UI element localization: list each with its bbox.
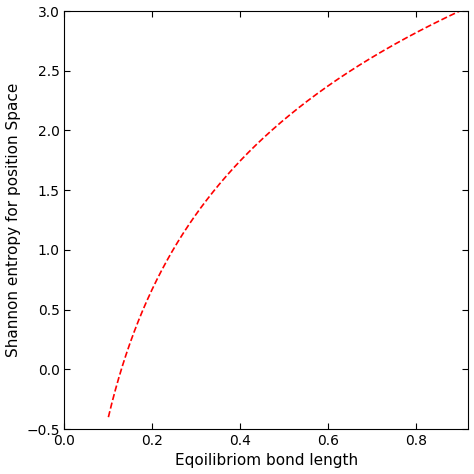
Y-axis label: Shannon entropy for position Space: Shannon entropy for position Space bbox=[6, 83, 20, 357]
X-axis label: Eqoilibriom bond length: Eqoilibriom bond length bbox=[175, 454, 358, 468]
